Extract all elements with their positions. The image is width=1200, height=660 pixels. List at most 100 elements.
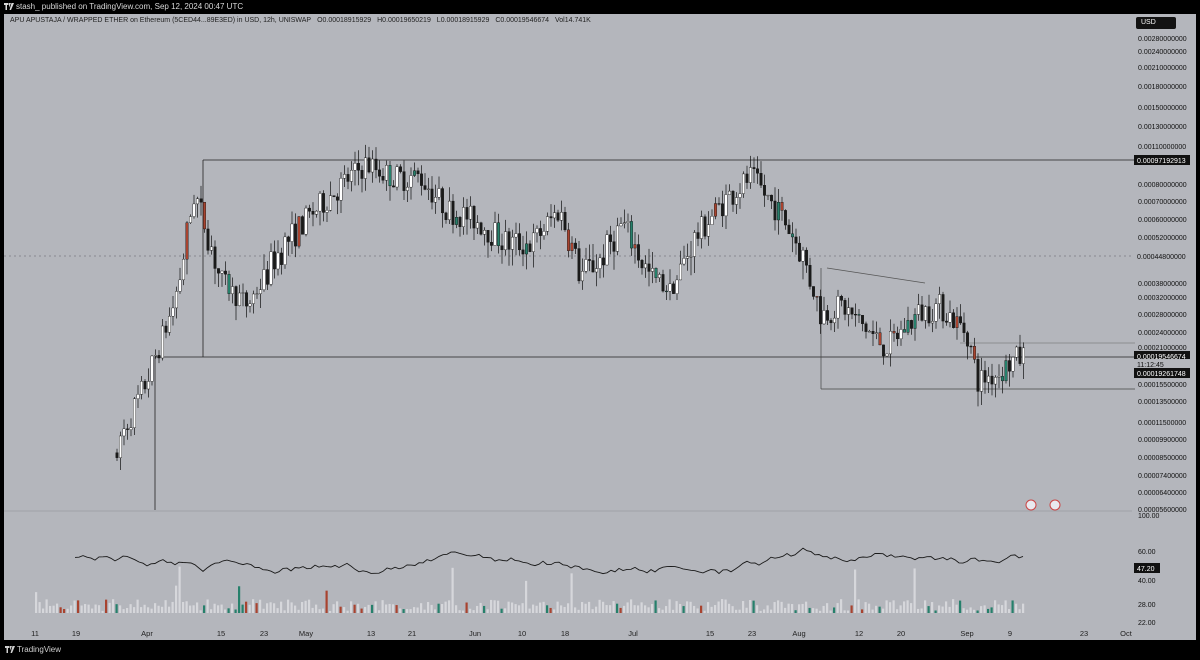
candle-body	[752, 167, 756, 169]
volume-bar	[966, 609, 969, 613]
candle-body	[518, 233, 521, 251]
candle-body	[220, 270, 224, 274]
ohlc-close: C0.00019546674	[495, 17, 550, 24]
volume-bar	[518, 605, 521, 613]
volume-bar	[52, 605, 55, 613]
price-label-text: 0.00097192913	[1137, 158, 1186, 165]
volume-bar	[273, 603, 276, 613]
candle-body	[808, 265, 812, 287]
candle-body	[826, 310, 829, 321]
price-tick-label: 0.00070000000	[1138, 199, 1187, 206]
volume-bar	[73, 600, 76, 613]
volume-bar	[189, 605, 192, 613]
volume-bar	[374, 601, 377, 613]
volume-bar	[735, 609, 738, 613]
volume-bar	[451, 567, 454, 613]
volume-bar	[276, 608, 279, 613]
candle-body	[140, 381, 143, 395]
volume-bar	[899, 605, 902, 613]
candle-body	[759, 173, 763, 186]
volume-bar	[353, 604, 356, 613]
volume-bar	[339, 606, 342, 613]
candle-body	[976, 359, 980, 392]
date-tick-label: May	[299, 629, 313, 638]
candle-body	[626, 221, 630, 223]
candle-body	[318, 193, 322, 212]
volume-bar	[1015, 603, 1018, 613]
candle-body	[938, 294, 941, 304]
candle-body	[969, 345, 973, 348]
volume-bar	[336, 601, 339, 613]
tradingview-mark-icon	[5, 646, 15, 653]
volume-bar	[220, 604, 223, 613]
candle-body	[199, 198, 203, 203]
price-tick-label: 0.00024000000	[1138, 330, 1187, 337]
volume-bar	[801, 603, 804, 613]
price-label-box	[1134, 251, 1190, 261]
volume-bar	[630, 599, 633, 613]
date-tick-label: 23	[748, 629, 756, 638]
rsi-tick-label: 40.00	[1138, 578, 1156, 585]
volume-bar	[42, 608, 45, 613]
volume-bar	[640, 602, 643, 613]
chart-panel[interactable]: 0.00280000000 0.00240000000 0.00210000000 0…	[4, 14, 1196, 640]
volume-bar	[668, 599, 671, 613]
chart-canvas[interactable]: 0.00280000000 0.00240000000 0.00210000000 0…	[4, 14, 1196, 640]
volume-bar	[658, 608, 661, 613]
volume-bar	[1004, 600, 1007, 613]
candle-body	[598, 257, 602, 269]
date-tick-label: 9	[1008, 629, 1012, 638]
candle-body	[563, 212, 567, 231]
candle-body	[210, 246, 213, 251]
candle-body	[406, 186, 409, 191]
volume-bar	[185, 601, 188, 613]
price-label-text: 11:12:45	[1137, 362, 1164, 369]
candle-body	[413, 170, 416, 176]
candle-body	[525, 243, 528, 255]
volume-bar	[350, 601, 353, 613]
currency-button[interactable]: USD	[1136, 17, 1176, 29]
volume-bar	[567, 603, 570, 613]
candle-body	[868, 331, 871, 333]
price-tick-label: 0.00032000000	[1138, 295, 1187, 302]
candle-body	[693, 232, 696, 257]
volume-bar	[493, 600, 496, 613]
volume-bar	[595, 606, 598, 613]
candle-body	[896, 332, 899, 340]
candle-body	[584, 259, 588, 272]
date-tick-label: 23	[1080, 629, 1088, 638]
candle-body	[234, 286, 238, 306]
candle-body	[553, 212, 556, 219]
candle-body	[728, 190, 731, 195]
candle-body	[738, 193, 742, 198]
price-label-text: 0.00019546674	[1137, 354, 1186, 361]
volume-bar	[710, 606, 713, 613]
volume-bar	[980, 606, 983, 613]
event-flag-icon[interactable]	[1049, 499, 1061, 511]
volume-bar	[941, 606, 944, 613]
volume-bar	[920, 608, 923, 613]
event-flag-icon[interactable]	[1025, 499, 1037, 511]
volume-bar	[115, 604, 118, 613]
candle-body	[794, 236, 798, 244]
volume-bar	[672, 609, 675, 613]
candle-body	[973, 346, 976, 360]
candle-body	[595, 268, 598, 273]
candle-body	[1001, 376, 1004, 382]
volume-bar	[269, 602, 272, 613]
candle-body	[465, 207, 469, 220]
volume-bar	[455, 605, 458, 613]
candle-body	[812, 286, 815, 297]
candle-body	[245, 292, 248, 307]
volume-bar	[392, 604, 395, 613]
volume-bar	[812, 608, 815, 613]
candle-body	[850, 307, 854, 315]
volume-bar	[535, 605, 538, 613]
volume-bar	[840, 599, 843, 613]
volume-bar	[171, 601, 174, 613]
volume-bar	[483, 605, 486, 613]
price-label-box	[1134, 368, 1190, 378]
candle-body	[511, 236, 514, 250]
volume-bar	[206, 599, 209, 613]
volume-bar	[262, 608, 265, 613]
